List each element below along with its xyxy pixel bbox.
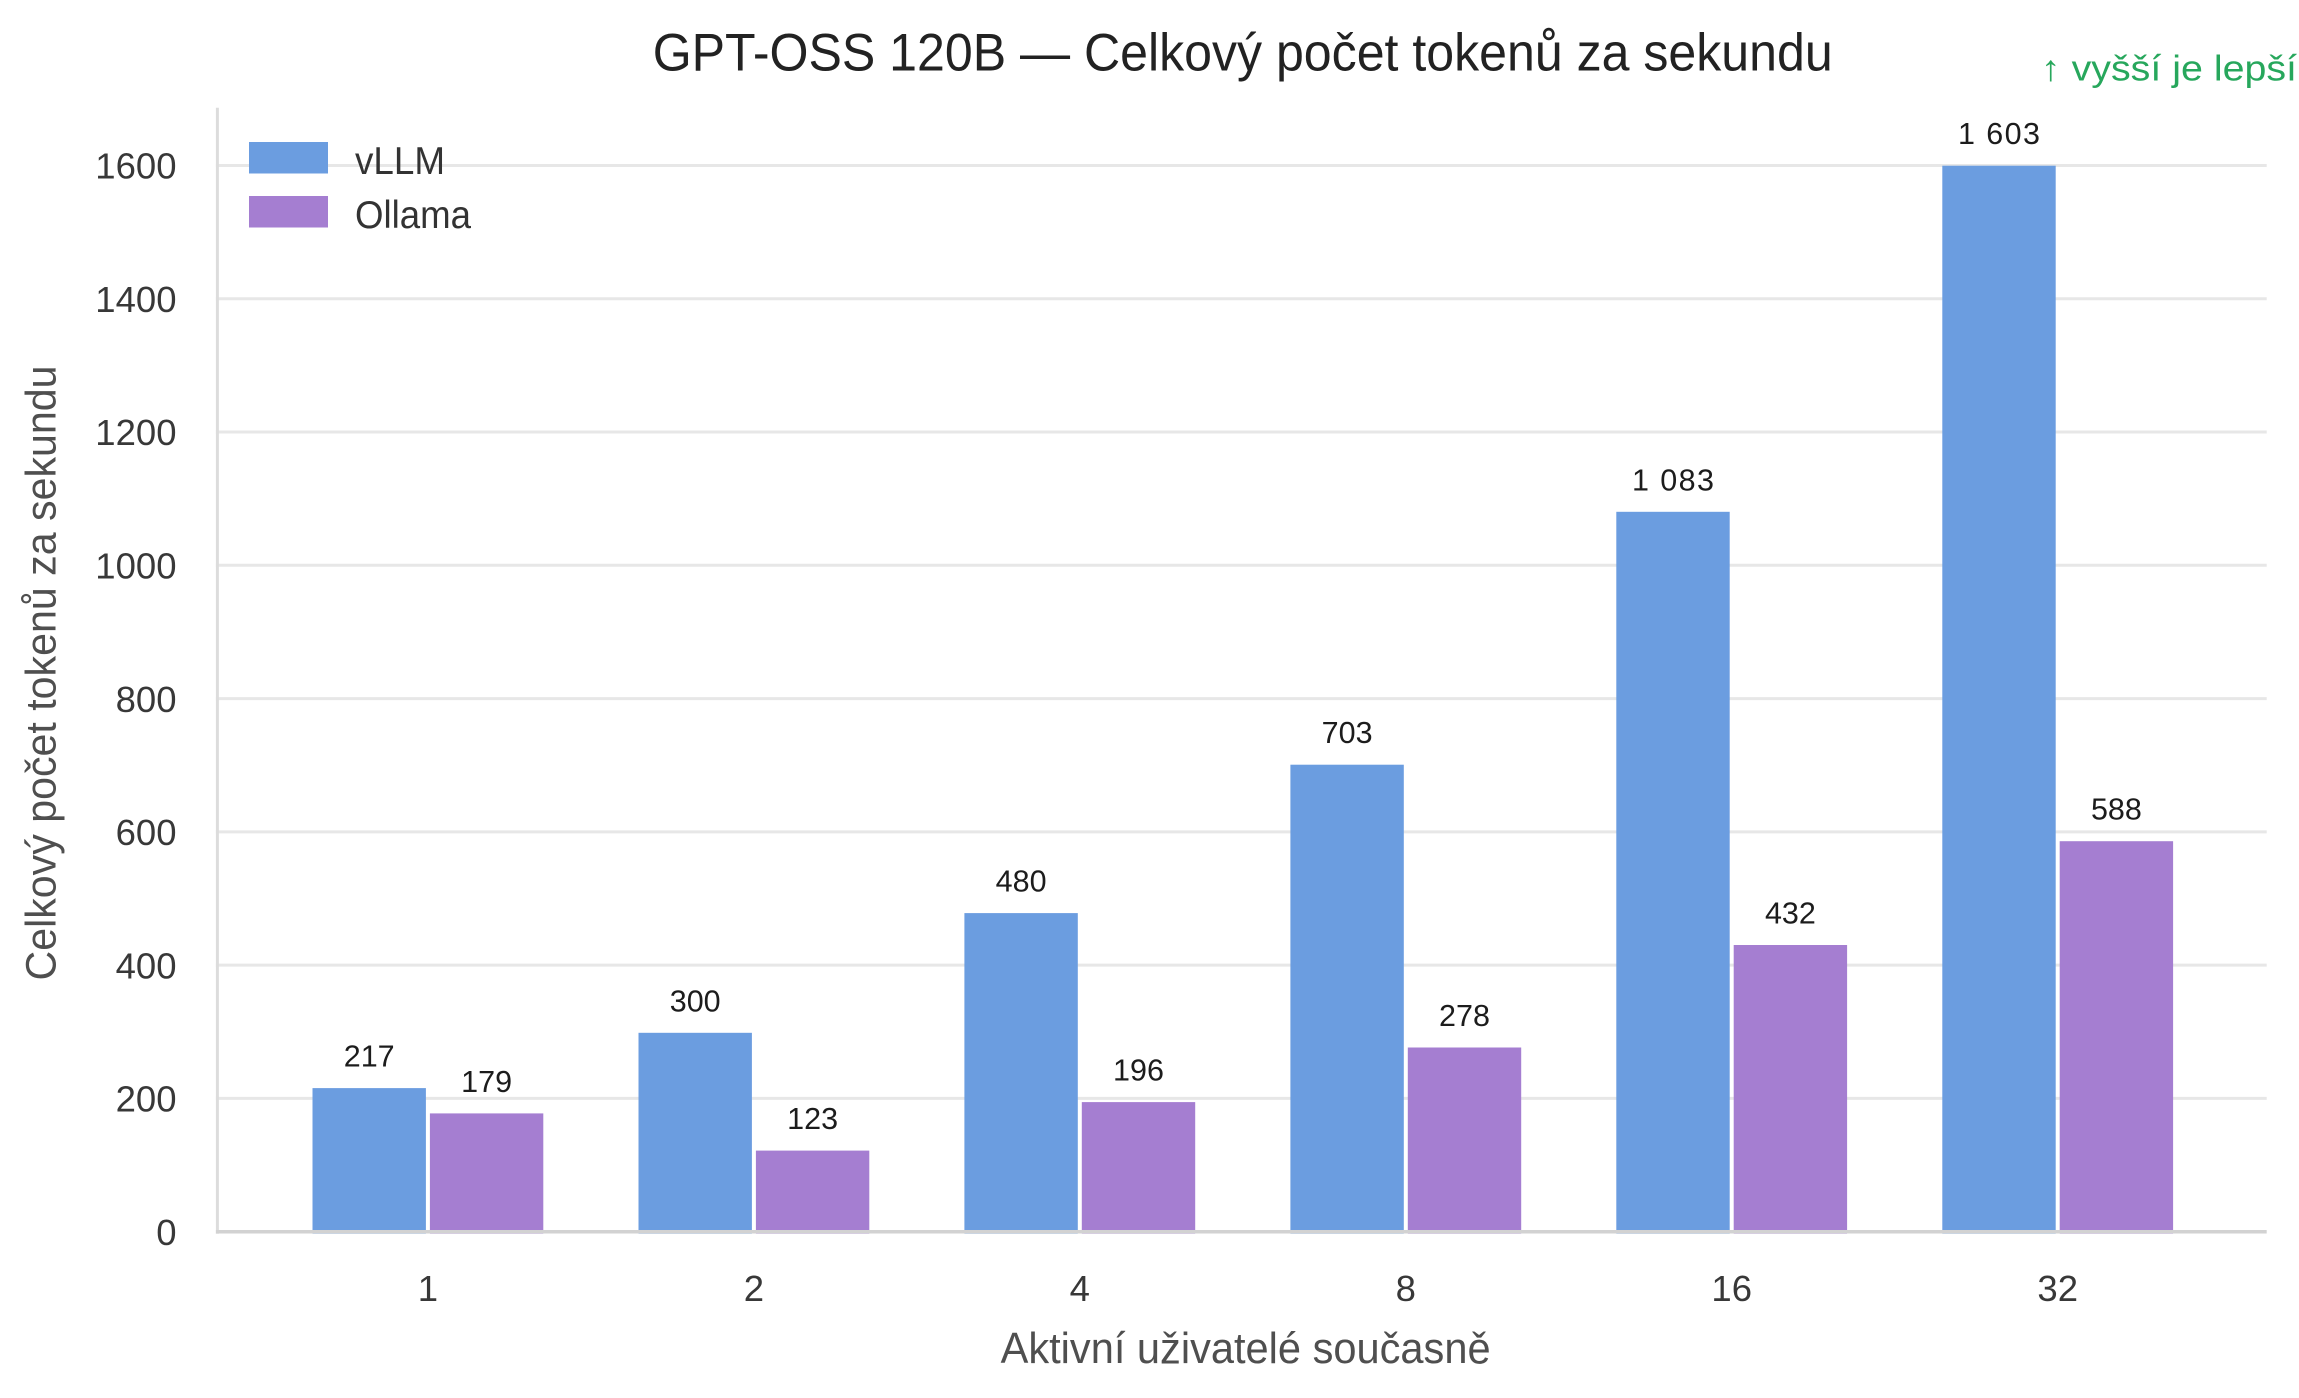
svg-text:Celkový počet tokenů za sekund: Celkový počet tokenů za sekundu <box>19 366 66 981</box>
svg-text:↑ vyšší je lepší: ↑ vyšší je lepší <box>2041 48 2297 89</box>
svg-text:1 083: 1 083 <box>1632 463 1714 497</box>
svg-text:179: 179 <box>461 1065 512 1099</box>
svg-text:4: 4 <box>1070 1268 1090 1309</box>
svg-text:400: 400 <box>116 945 177 986</box>
svg-text:300: 300 <box>670 984 721 1018</box>
svg-text:1: 1 <box>418 1268 438 1309</box>
svg-text:1200: 1200 <box>95 412 176 453</box>
svg-text:32: 32 <box>2037 1268 2078 1309</box>
svg-text:123: 123 <box>787 1102 838 1136</box>
svg-text:8: 8 <box>1396 1268 1416 1309</box>
svg-text:588: 588 <box>2091 793 2142 827</box>
svg-text:278: 278 <box>1439 999 1490 1033</box>
svg-text:480: 480 <box>996 865 1047 899</box>
svg-text:200: 200 <box>116 1079 177 1120</box>
svg-text:703: 703 <box>1322 716 1373 750</box>
svg-text:600: 600 <box>116 812 177 853</box>
svg-text:1 603: 1 603 <box>1958 117 2040 151</box>
svg-text:2: 2 <box>744 1268 764 1309</box>
svg-text:432: 432 <box>1765 897 1816 931</box>
svg-text:196: 196 <box>1113 1054 1164 1088</box>
svg-text:1400: 1400 <box>95 279 176 320</box>
svg-text:GPT-OSS 120B — Celkový počet t: GPT-OSS 120B — Celkový počet tokenů za s… <box>653 23 1833 82</box>
svg-text:0: 0 <box>156 1212 176 1253</box>
svg-text:Aktivní uživatelé současně: Aktivní uživatelé současně <box>1001 1325 1491 1373</box>
svg-text:1000: 1000 <box>95 546 176 587</box>
svg-text:800: 800 <box>116 679 177 720</box>
svg-text:1600: 1600 <box>95 146 176 187</box>
svg-text:217: 217 <box>344 1040 395 1074</box>
svg-text:Ollama: Ollama <box>355 194 471 237</box>
svg-text:vLLM: vLLM <box>355 140 445 183</box>
svg-text:16: 16 <box>1711 1268 1752 1309</box>
